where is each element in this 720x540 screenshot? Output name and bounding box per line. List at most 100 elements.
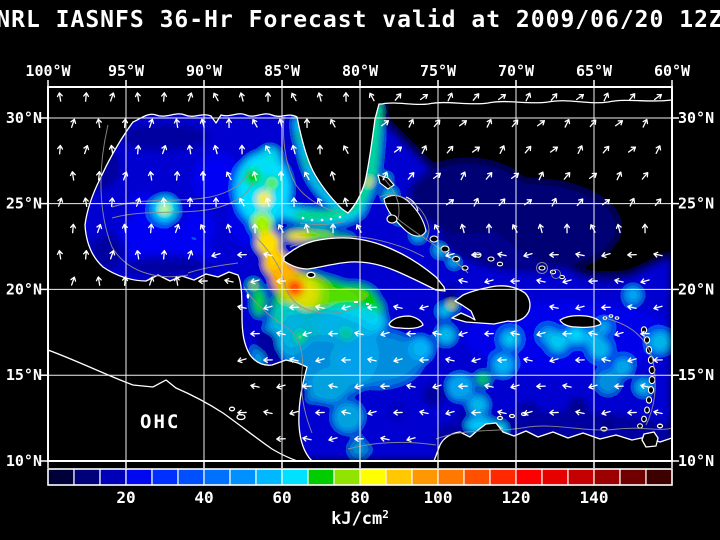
wind-arrow-icon [83, 249, 90, 260]
wind-arrow-icon [524, 145, 532, 154]
wind-arrow-icon [601, 304, 611, 311]
wind-arrow-icon [523, 252, 533, 258]
wind-arrow-icon [109, 197, 116, 208]
wind-arrow-icon [328, 436, 338, 443]
y-axis-tick-label-left: 20°N [6, 280, 42, 298]
colorbar-tick-label: 80 [350, 488, 369, 507]
wind-arrow-icon [303, 171, 310, 181]
y-axis-tick-label-right: 20°N [678, 280, 714, 298]
y-axis-tick-labels-right: 30°N 25°N 20°N 15°N 10°N [678, 109, 714, 470]
wind-arrow-icon [614, 383, 624, 390]
wind-arrow-icon [523, 409, 533, 416]
wind-arrow-icon [95, 276, 102, 286]
wind-arrow-icon [393, 409, 403, 416]
wind-arrow-icon [562, 383, 572, 390]
wind-arrow-icon [602, 145, 610, 154]
y-axis-tick-label-left: 10°N [6, 452, 42, 470]
wind-arrow-icon [161, 249, 168, 260]
wind-arrow-icon [510, 330, 520, 337]
colorbar-cell [515, 468, 543, 486]
wind-arrow-icon [588, 330, 598, 337]
wind-arrow-icon [511, 119, 519, 128]
colorbar-cell [359, 468, 387, 486]
wind-arrow-icon [497, 356, 507, 364]
wind-arrow-icon [472, 93, 480, 101]
wind-arrow-icon [354, 435, 364, 442]
island-jamaica [388, 315, 424, 330]
wind-arrow-icon [445, 252, 455, 258]
wind-arrow-icon [471, 357, 481, 364]
wind-arrow-icon [445, 199, 455, 206]
wind-arrow-icon [199, 171, 207, 181]
wind-arrow-icon [445, 356, 455, 363]
wind-arrow-icon [551, 197, 558, 207]
wind-arrow-icon [122, 276, 129, 286]
wind-arrow-icon [302, 435, 312, 442]
wind-arrow-icon [394, 93, 402, 101]
wind-arrow-icon [575, 409, 585, 416]
wind-arrow-icon [56, 92, 63, 102]
wind-arrow-icon [212, 144, 219, 155]
wind-arrow-icon [109, 92, 116, 102]
wind-arrow-icon [186, 144, 193, 155]
colorbar-cell [203, 468, 231, 486]
wind-arrow-icon [303, 223, 310, 234]
colorbar-cell [463, 468, 491, 486]
wind-arrow-icon [135, 197, 142, 207]
wind-arrow-icon [615, 223, 622, 234]
wind-arrow-icon [588, 383, 598, 390]
wind-arrow-icon [382, 171, 389, 181]
wind-arrow-icon [458, 383, 468, 390]
wind-arrow-icon [653, 304, 663, 311]
wind-arrow-icon [563, 172, 571, 180]
wind-arrow-icon [341, 409, 351, 416]
wind-arrow-icon [562, 330, 572, 337]
wind-arrow-icon [419, 409, 429, 416]
y-axis-tick-label-left: 30°N [6, 109, 42, 127]
wind-arrow-icon [56, 250, 63, 260]
wind-arrow-icon [187, 92, 194, 102]
wind-arrow-icon [302, 383, 312, 390]
wind-arrow-icon [277, 224, 284, 233]
wind-arrow-icon [601, 356, 611, 363]
colorbar-cell [151, 468, 179, 486]
wind-arrow-icon [161, 92, 168, 102]
wind-arrow-icon [250, 330, 260, 337]
island-hispaniola [451, 285, 531, 325]
wind-arrow-icon [523, 199, 533, 206]
wind-arrow-icon [290, 144, 297, 155]
wind-arrow-icon [148, 223, 155, 234]
wind-arrow-icon [174, 223, 181, 234]
wind-arrow-icon [616, 171, 623, 181]
wind-arrow-icon [523, 356, 533, 363]
axis-tick-marks [41, 80, 679, 468]
wind-arrow-icon [148, 276, 155, 286]
land-south-america [433, 422, 672, 461]
island-puerto-rico [559, 314, 602, 329]
wind-arrow-icon [655, 145, 662, 155]
wind-arrow-icon [393, 146, 403, 153]
wind-arrow-icon [122, 118, 129, 129]
y-axis-tick-label-right: 10°N [678, 452, 714, 470]
wind-arrow-icon [289, 409, 299, 416]
wind-arrow-icon [237, 409, 247, 416]
isle-of-youth [306, 271, 316, 279]
wind-arrow-icon [108, 144, 115, 155]
wind-arrow-icon [238, 144, 246, 155]
wind-arrow-icon [316, 92, 323, 102]
wind-arrow-icon [237, 251, 247, 258]
wind-arrow-icon [536, 277, 546, 284]
wind-arrow-icon [575, 356, 585, 364]
wind-arrow-icon [653, 93, 663, 101]
wind-arrow-icon [601, 252, 611, 258]
wind-arrow-icon [471, 409, 481, 416]
wind-arrow-icon [510, 383, 520, 390]
wind-arrow-icon [511, 224, 518, 233]
wind-arrow-icon [187, 250, 194, 260]
wind-arrow-icon [589, 224, 596, 233]
wind-vectors [56, 92, 663, 443]
wind-arrow-icon [393, 304, 403, 311]
y-axis-tick-label-left: 25°N [6, 195, 42, 213]
wind-arrow-icon [57, 197, 64, 207]
